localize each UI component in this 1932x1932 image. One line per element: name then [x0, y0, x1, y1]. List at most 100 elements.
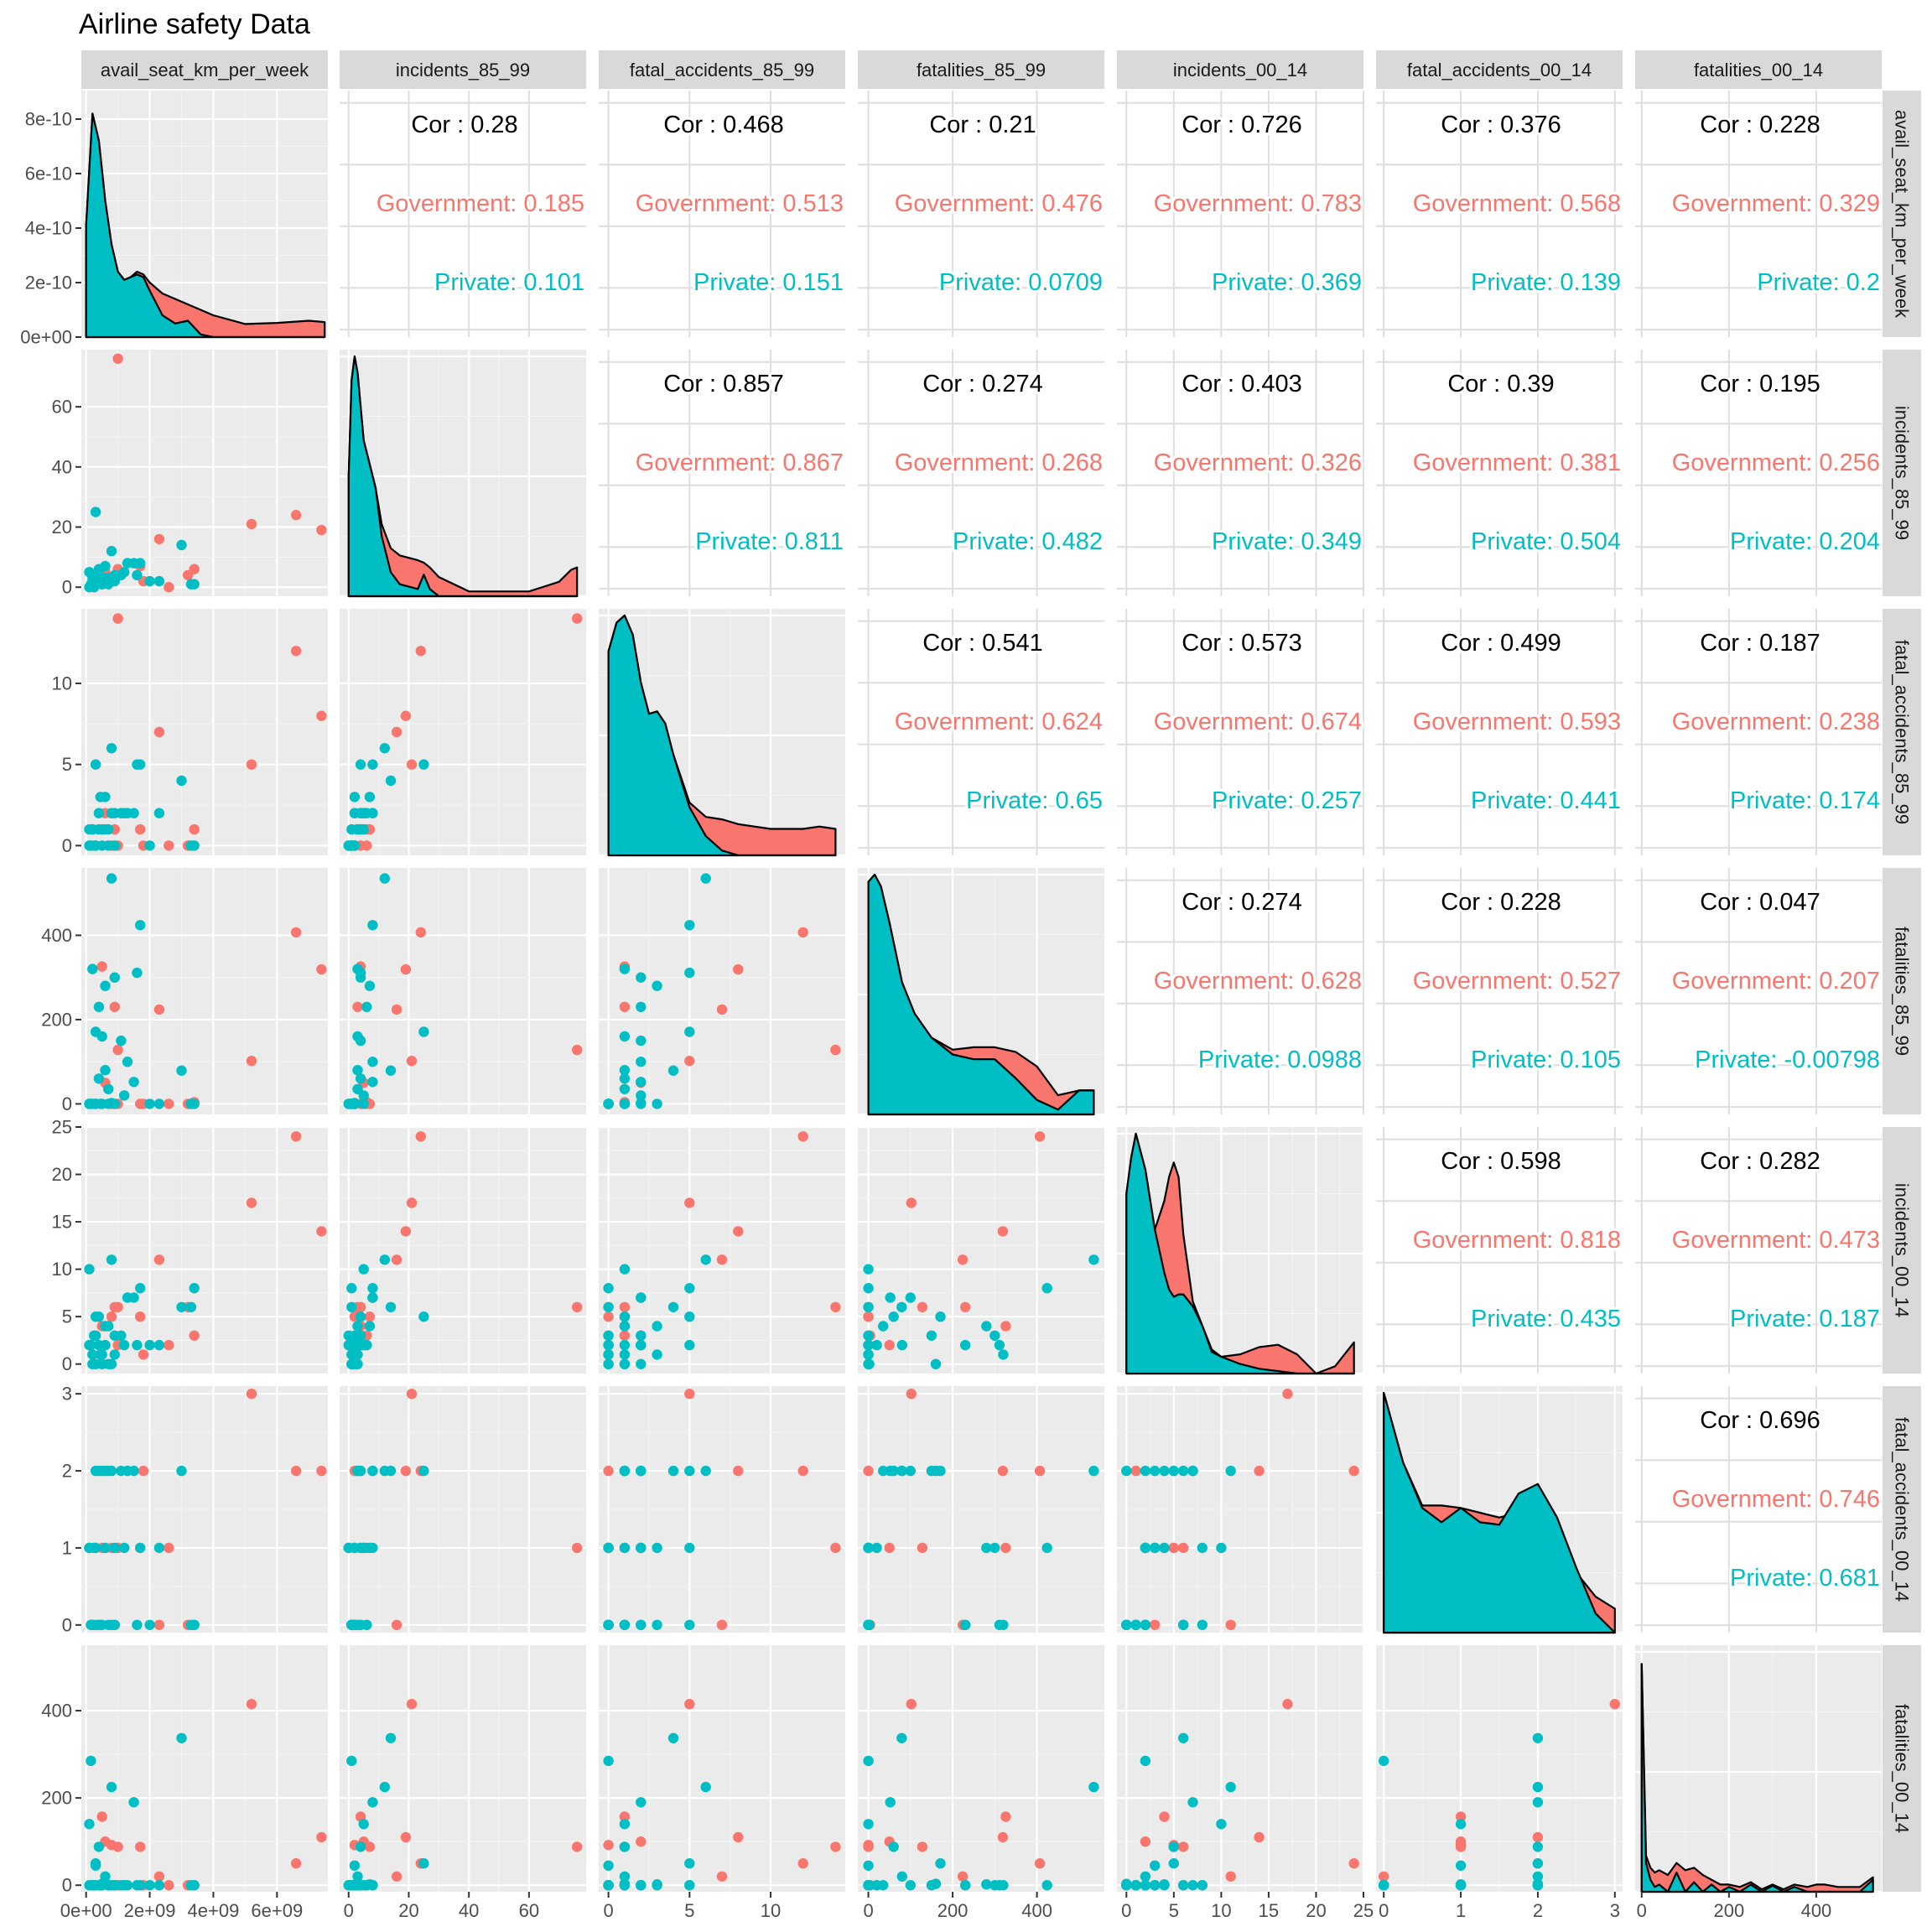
data-point	[135, 1311, 146, 1322]
data-point	[185, 1098, 197, 1109]
data-point	[896, 1465, 908, 1477]
panel-background	[81, 350, 328, 596]
panel-gridlines	[1376, 868, 1623, 1114]
data-point	[1130, 1880, 1141, 1891]
data-point	[246, 1197, 257, 1208]
data-point	[176, 1465, 187, 1477]
x-tick-label: 10	[1211, 1900, 1231, 1921]
data-point	[700, 1781, 711, 1793]
data-point	[1197, 1542, 1208, 1554]
correlation-government: Government: 0.568	[1413, 190, 1621, 217]
x-tick-label: 0	[603, 1900, 613, 1921]
column-strip-label: fatal_accidents_85_99	[630, 60, 814, 80]
data-point	[1532, 1858, 1544, 1869]
data-point	[989, 1330, 1000, 1342]
correlation-government: Government: 0.513	[636, 190, 844, 217]
data-point	[138, 1465, 149, 1477]
x-tick-label: 400	[1801, 1900, 1832, 1921]
panel-background	[1376, 350, 1623, 596]
panel-background	[81, 1645, 328, 1892]
correlation-overall: Cor : 0.39	[1447, 371, 1554, 397]
data-point	[1178, 1841, 1189, 1852]
data-point	[135, 1542, 146, 1554]
data-point	[797, 1858, 808, 1869]
panel-background	[1376, 868, 1623, 1114]
data-point	[415, 927, 426, 938]
data-point	[1348, 1465, 1359, 1477]
row-strip-label: fatalities_00_14	[1892, 1704, 1913, 1833]
data-point	[797, 927, 808, 938]
data-point	[346, 840, 357, 851]
correlation-private: Private: 0.0709	[939, 269, 1103, 296]
data-point	[343, 1542, 354, 1554]
data-point	[1178, 1542, 1189, 1554]
data-point	[885, 1292, 896, 1303]
data-point	[1348, 1858, 1359, 1869]
data-point	[95, 1619, 106, 1631]
panel-background	[1376, 91, 1623, 337]
scatter-points	[603, 1389, 841, 1631]
data-point	[797, 1465, 808, 1477]
panel-gridlines	[81, 350, 328, 596]
data-point	[95, 575, 106, 587]
data-point	[290, 1465, 302, 1477]
row-strip	[1883, 1645, 1921, 1892]
data-point	[636, 1619, 647, 1631]
x-tick-label: 0e+00	[60, 1900, 112, 1921]
x-tick-label: 0	[863, 1900, 873, 1921]
data-point	[87, 1349, 98, 1360]
y-tick-label: 1	[62, 1537, 72, 1558]
data-point	[349, 792, 361, 802]
correlation-private: Private: 0.204	[1730, 528, 1880, 555]
data-point	[797, 1131, 808, 1142]
data-point	[636, 1330, 647, 1342]
data-point	[153, 726, 165, 738]
data-point	[998, 1880, 1009, 1891]
data-point	[652, 980, 662, 991]
data-point	[930, 1465, 942, 1477]
column-strip	[1635, 50, 1882, 89]
y-tick-label: 20	[52, 517, 72, 538]
data-point	[86, 1755, 96, 1767]
data-point	[930, 1878, 942, 1889]
x-tick-label: 60	[519, 1900, 539, 1921]
panel-background	[1635, 350, 1882, 596]
panel-gridlines	[81, 868, 328, 1114]
row-strip	[1883, 350, 1921, 596]
y-tick-label: 0	[62, 1875, 72, 1896]
data-point	[636, 1542, 647, 1554]
data-point	[135, 920, 146, 931]
panel-background	[340, 1645, 586, 1892]
correlation-government: Government: 0.185	[377, 190, 584, 217]
x-tick-label: 5	[684, 1900, 694, 1921]
data-point	[406, 1389, 418, 1400]
panel-gridlines	[1376, 350, 1623, 596]
panel-gridlines	[1635, 1386, 1882, 1633]
data-point	[1140, 1836, 1151, 1847]
data-point	[176, 1732, 187, 1743]
x-tick-label: 20	[1306, 1900, 1326, 1921]
column-strip-label: avail_seat_km_per_week	[101, 60, 309, 80]
data-point	[290, 1131, 302, 1142]
y-tick-label: 40	[52, 456, 72, 477]
data-point	[1088, 1781, 1099, 1793]
data-point	[700, 873, 711, 884]
correlation-overall: Cor : 0.282	[1700, 1148, 1820, 1175]
data-point	[636, 1090, 647, 1101]
row-strip-label: avail_seat_km_per_week	[1892, 110, 1913, 319]
data-point	[367, 920, 378, 931]
y-tick-label: 0	[62, 1614, 72, 1635]
data-point	[153, 1254, 165, 1265]
data-point	[379, 1254, 390, 1265]
data-point	[144, 1339, 155, 1351]
panel-background	[599, 350, 845, 596]
data-point	[619, 1339, 631, 1351]
scatter-points	[603, 1699, 841, 1891]
correlation-overall: Cor : 0.21	[929, 112, 1036, 138]
data-point	[619, 963, 631, 974]
x-tick-label: 0	[1637, 1900, 1647, 1921]
correlation-private: Private: 0.139	[1471, 269, 1621, 296]
data-point	[418, 1311, 429, 1322]
data-point	[603, 1840, 614, 1851]
data-point	[364, 792, 376, 802]
